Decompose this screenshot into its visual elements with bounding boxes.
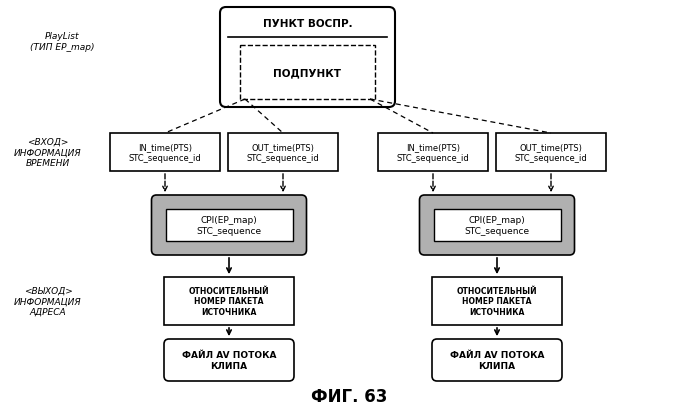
FancyBboxPatch shape <box>419 195 575 255</box>
Bar <box>110 134 220 171</box>
FancyBboxPatch shape <box>220 8 395 108</box>
Text: IN_time(PTS)
STC_sequence_id: IN_time(PTS) STC_sequence_id <box>129 143 201 162</box>
Text: ОТНОСИТЕЛЬНЫЙ
НОМЕР ПАКЕТА
ИСТОЧНИКА: ОТНОСИТЕЛЬНЫЙ НОМЕР ПАКЕТА ИСТОЧНИКА <box>189 286 269 316</box>
Text: ФАЙЛ AV ПОТОКА
КЛИПА: ФАЙЛ AV ПОТОКА КЛИПА <box>182 351 276 370</box>
Bar <box>433 209 561 242</box>
Text: ОТНОСИТЕЛЬНЫЙ
НОМЕР ПАКЕТА
ИСТОЧНИКА: ОТНОСИТЕЛЬНЫЙ НОМЕР ПАКЕТА ИСТОЧНИКА <box>456 286 538 316</box>
Text: ФИГ. 63: ФИГ. 63 <box>311 387 388 405</box>
Text: ПОДПУНКТ: ПОДПУНКТ <box>273 68 342 78</box>
Text: ФАЙЛ AV ПОТОКА
КЛИПА: ФАЙЛ AV ПОТОКА КЛИПА <box>449 351 545 370</box>
Bar <box>228 134 338 171</box>
Bar <box>378 134 488 171</box>
Text: <ВХОД>
ИНФОРМАЦИЯ
ВРЕМЕНИ: <ВХОД> ИНФОРМАЦИЯ ВРЕМЕНИ <box>14 138 82 168</box>
Bar <box>496 134 606 171</box>
FancyBboxPatch shape <box>152 195 306 255</box>
FancyBboxPatch shape <box>164 339 294 381</box>
Text: CPI(EP_map)
STC_sequence: CPI(EP_map) STC_sequence <box>464 216 530 235</box>
Bar <box>166 209 292 242</box>
Text: <ВЫХОД>
ИНФОРМАЦИЯ
АДРЕСА: <ВЫХОД> ИНФОРМАЦИЯ АДРЕСА <box>14 286 82 316</box>
Text: IN_time(PTS)
STC_sequence_id: IN_time(PTS) STC_sequence_id <box>396 143 469 162</box>
Text: OUT_time(PTS)
STC_sequence_id: OUT_time(PTS) STC_sequence_id <box>514 143 587 162</box>
FancyBboxPatch shape <box>432 339 562 381</box>
Text: PlayList
(ТИП ЕР_map): PlayList (ТИП ЕР_map) <box>30 32 94 52</box>
Text: ПУНКТ ВОСПР.: ПУНКТ ВОСПР. <box>263 19 352 29</box>
Bar <box>432 277 562 325</box>
Bar <box>164 277 294 325</box>
Text: OUT_time(PTS)
STC_sequence_id: OUT_time(PTS) STC_sequence_id <box>247 143 319 162</box>
Text: CPI(EP_map)
STC_sequence: CPI(EP_map) STC_sequence <box>196 216 261 235</box>
Bar <box>240 46 375 100</box>
